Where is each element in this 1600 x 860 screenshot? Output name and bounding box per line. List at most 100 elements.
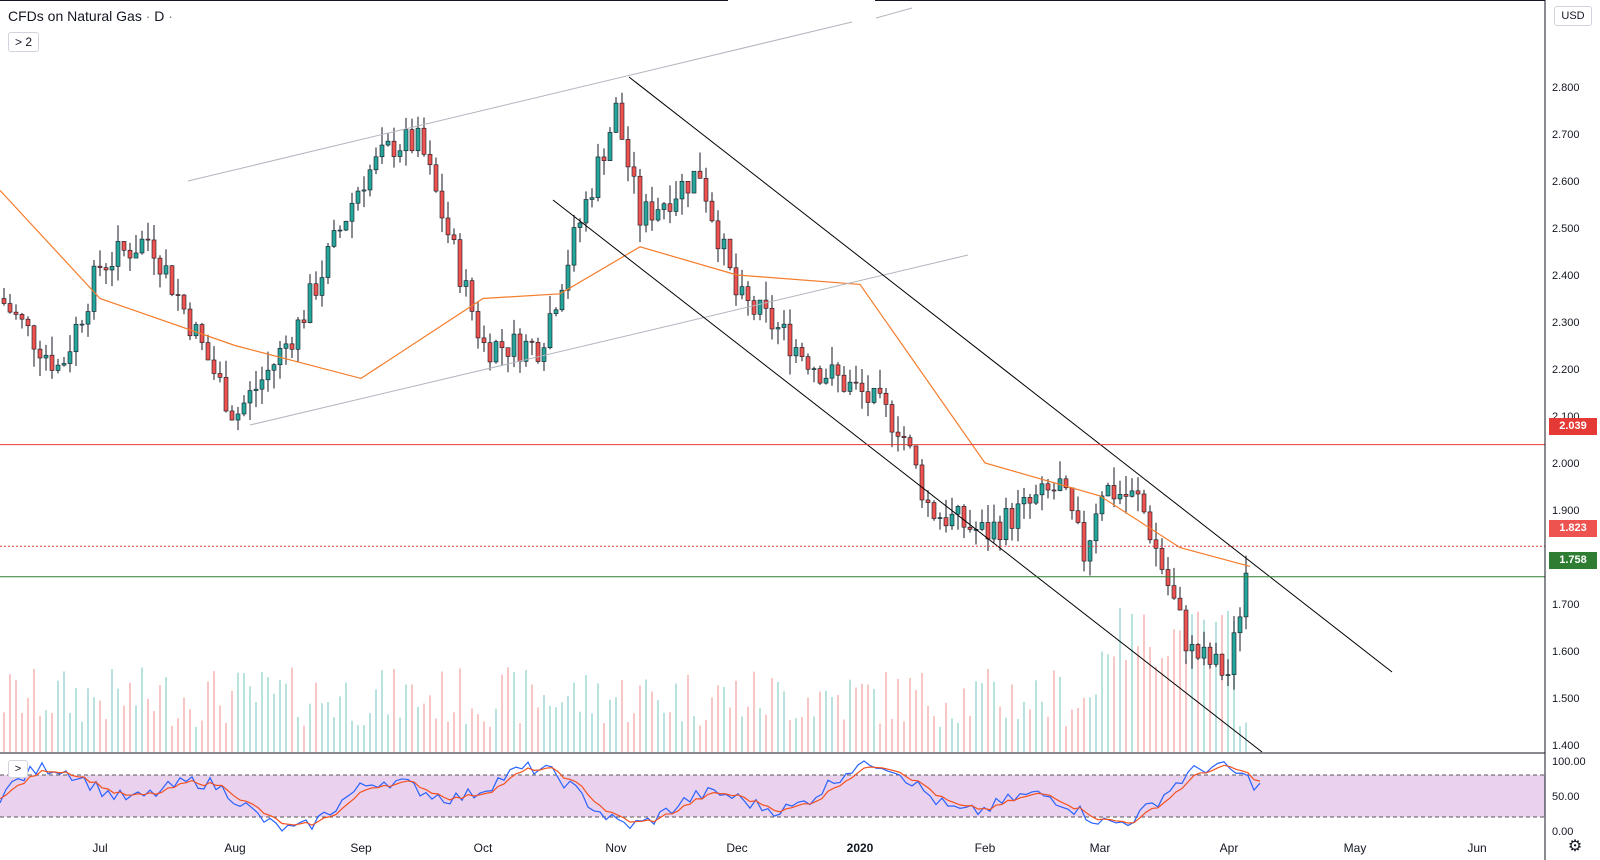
candle-body <box>583 199 589 224</box>
indicators-collapse-button[interactable]: > 2 <box>8 32 40 52</box>
candle-body <box>697 170 703 179</box>
interval-label[interactable]: D <box>154 8 165 24</box>
time-tick-label: Oct <box>474 841 493 855</box>
candle-body <box>751 300 757 315</box>
candle-body <box>955 506 961 515</box>
candle-body <box>55 364 61 371</box>
candle-body <box>523 340 529 362</box>
candle-body <box>241 402 247 415</box>
candle-body <box>355 190 361 204</box>
candle-body <box>463 280 469 287</box>
candle-body <box>733 267 739 296</box>
candle-body <box>211 359 217 374</box>
candle-body <box>601 156 607 161</box>
candle-body <box>1081 522 1087 562</box>
candle-body <box>691 170 697 194</box>
candle-body <box>379 144 385 158</box>
oscillator-toggle-button[interactable]: > <box>8 760 28 778</box>
candle-body <box>373 156 379 171</box>
candle-body <box>1087 540 1093 562</box>
candle-body <box>835 364 841 376</box>
candle-body <box>301 319 307 323</box>
candle-body <box>841 374 847 392</box>
candle-body <box>115 241 121 267</box>
candle-body <box>673 198 679 212</box>
stochastic-k-line <box>0 760 1261 832</box>
stochastic-d-line <box>0 764 1261 826</box>
candle-body <box>1015 503 1021 529</box>
candle-body <box>985 522 991 540</box>
candle-body <box>487 342 493 363</box>
candle-body <box>331 230 337 247</box>
symbol-header[interactable]: CFDs on Natural Gas · D · <box>8 8 173 24</box>
candle-body <box>511 333 517 357</box>
candle-body <box>97 265 103 268</box>
candle-body <box>781 323 787 328</box>
title-separator-2: · <box>168 8 173 24</box>
candle-body <box>13 311 19 315</box>
candle-body <box>421 127 427 155</box>
candle-body <box>1189 644 1195 652</box>
candle-body <box>877 387 883 394</box>
candle-body <box>433 164 439 192</box>
candle-body <box>61 363 67 366</box>
candle-body <box>7 303 13 313</box>
currency-badge[interactable]: USD <box>1554 6 1592 26</box>
candle-body <box>1123 494 1129 497</box>
candle-body <box>925 499 931 503</box>
candle-body <box>607 132 613 161</box>
candle-body <box>361 189 367 192</box>
candle-body <box>655 209 661 221</box>
candle-body <box>811 368 817 370</box>
candle-body <box>157 257 163 275</box>
candle-body <box>469 280 475 312</box>
channel-upper-line <box>187 21 853 182</box>
candle-body <box>187 308 193 337</box>
candle-body <box>643 201 649 226</box>
time-tick-label: 2020 <box>847 841 874 855</box>
candle-body <box>1129 490 1135 497</box>
candle-body <box>1069 487 1075 512</box>
candle-body <box>1219 653 1225 676</box>
channel-lower-line <box>249 254 969 426</box>
candle-body <box>1 298 7 304</box>
price-tick-label: 1.900 <box>1552 505 1580 517</box>
candle-body <box>1153 539 1159 549</box>
candle-body <box>73 323 79 353</box>
candle-body <box>25 318 31 327</box>
candle-body <box>337 229 343 232</box>
candle-body <box>505 347 511 357</box>
candle-body <box>415 127 421 152</box>
candle-body <box>403 129 409 152</box>
candle-body <box>847 381 853 392</box>
candle-body <box>805 356 811 370</box>
candle-body <box>439 190 445 219</box>
candle-body <box>133 252 139 259</box>
candle-body <box>205 342 211 361</box>
candle-body <box>1231 632 1237 675</box>
candle-body <box>193 324 199 337</box>
candle-body <box>667 203 673 212</box>
candle-body <box>79 323 85 326</box>
support-price-tag: 1.758 <box>1549 552 1597 569</box>
price-tick-label: 2.600 <box>1552 176 1580 188</box>
moving-average-line <box>0 189 1251 567</box>
osc-tick-label: 0.00 <box>1552 826 1573 838</box>
candle-body <box>679 181 685 200</box>
candle-body <box>895 431 901 437</box>
candle-body <box>1093 513 1099 542</box>
candle-body <box>595 156 601 198</box>
candle-body <box>823 377 829 384</box>
gear-icon[interactable]: ⚙ <box>1567 838 1583 855</box>
candle-body <box>649 201 655 221</box>
candle-body <box>85 311 91 325</box>
candle-body <box>1201 646 1207 659</box>
candle-body <box>637 175 643 226</box>
candle-body <box>865 391 871 403</box>
candle-body <box>1213 653 1219 665</box>
osc-tick-label: 100.00 <box>1552 756 1586 768</box>
candle-body <box>385 140 391 146</box>
candle-body <box>1207 646 1213 665</box>
time-tick-label: Sep <box>350 841 372 855</box>
